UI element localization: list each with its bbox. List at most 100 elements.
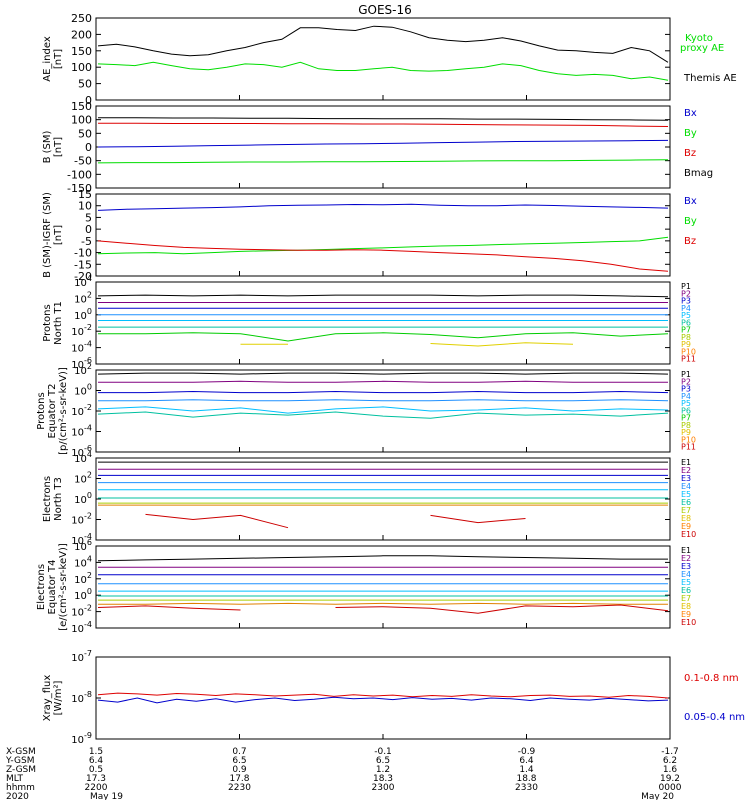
y-tick-label: 102 [74,362,92,377]
legend-entry: P5 [681,399,691,408]
panel-frame [95,17,671,101]
legend-entry: E8 [681,602,691,611]
series-line-p6 [97,411,669,419]
series-line-0-05-0-4-nm [97,696,669,704]
legend-entry: E1 [681,546,691,555]
y-axis-label: [nT] [53,225,64,245]
y-tick-label: 102 [74,290,92,305]
footer-value: 0.7 [232,747,246,757]
footer-value: 0.9 [232,765,247,775]
y-tick-label: 100 [74,491,92,506]
legend-entry: E4 [681,482,691,491]
y-tick-label: -50 [74,155,92,168]
y-tick-label: 106 [74,538,92,553]
series-line-by [97,159,669,164]
y-axis-label: AE_index [42,36,53,82]
footer-value: 6.2 [663,756,677,766]
y-tick-label: 150 [71,45,92,58]
series-line-bz [98,122,669,127]
series-line-themis-ae [97,25,669,63]
y-tick-label: 10-2 [71,403,92,418]
y-tick-label: 10-2 [71,512,92,527]
y-axis-label: Protons [42,304,53,341]
legend-entry: E3 [681,562,691,571]
y-axis-label: [W/m²] [53,680,64,715]
y-tick-label: 10-4 [71,340,92,355]
series-line-e8 [98,602,668,605]
y-tick-label: 102 [74,471,92,486]
y-axis-label: Electrons [36,564,47,610]
series-line-e10 [145,513,289,529]
panel-frame [95,656,671,740]
y-tick-label: 15 [78,188,92,201]
legend-entry: E5 [681,490,691,499]
legend-entry: E1 [681,458,691,467]
y-tick-label: 0 [85,223,92,236]
series-line-p7 [98,332,669,342]
y-axis-label: North T1 [53,301,64,345]
legend-entry: 0.05-0.4 nm [684,712,745,723]
footer-value: May 20 [641,792,674,800]
footer-value: 19.2 [660,774,680,784]
legend-entry: P7 [681,326,691,335]
y-tick-label: 200 [71,28,92,41]
legend-entry: P2 [681,289,691,298]
legend-entry: P11 [681,355,696,364]
footer-value: 0000 [659,783,682,793]
orbit-footer: X-GSMY-GSMZ-GSMMLThhmm20201.56.40.517.32… [5,747,682,800]
y-tick-label: 10-9 [71,731,92,746]
y-tick-label: 50 [78,127,92,140]
series-line-e10 [430,514,526,524]
legend-entry: P1 [681,282,691,291]
footer-row-label: 2020 [6,792,29,800]
y-tick-label: 50 [78,78,92,91]
footer-row-label: Z-GSM [6,765,36,775]
series-line-bz [97,240,669,272]
legend-entry: By [684,128,697,139]
y-tick-label: 0 [85,94,92,107]
y-tick-label: 10-2 [71,323,92,338]
legend-entry: Kyoto [685,33,713,44]
legend-entry: P3 [681,297,691,306]
y-tick-label: -150 [67,182,92,195]
y-tick-label: 10-4 [71,620,92,635]
legend-entry: P1 [681,370,691,379]
legend-entry: P11 [681,443,696,452]
footer-value: 6.4 [519,756,534,766]
y-tick-label: 10-4 [71,424,92,439]
legend-entry: Bmag [684,168,713,179]
y-tick-label: -15 [74,258,92,271]
y-axis-label: B (SM)-IGRF (SM) [42,192,53,278]
y-tick-label: 10-6 [71,444,92,459]
series-line-p1 [97,372,669,375]
legend-entry: E9 [681,522,691,531]
series-line-p2 [98,380,668,383]
legend-entry: P8 [681,333,691,342]
y-tick-label: 10-2 [71,604,92,619]
y-axis-label: Equator T4 [47,560,58,615]
footer-value: -0.9 [518,747,536,757]
panel-frame [95,281,671,365]
legend-entry: Bz [684,148,696,159]
legend-entry: E6 [681,498,691,507]
legend-entry: P3 [681,385,691,394]
legend-entry: E7 [681,506,691,515]
y-tick-label: 100 [71,61,92,74]
y-axis-label: [nT] [53,137,64,157]
legend-entry: E8 [681,514,691,523]
series-line-e10 [335,604,669,614]
legend-entry: E5 [681,578,691,587]
series-line-p1 [97,294,669,298]
series-line-bx [97,203,669,211]
footer-value: 17.8 [229,774,249,784]
footer-value: 17.3 [86,774,106,784]
footer-row-label: hhmm [6,783,35,793]
legend-entry: E9 [681,610,691,619]
y-tick-label: 104 [74,274,92,289]
series-line-p5 [97,406,669,414]
footer-value: 6.5 [376,756,390,766]
